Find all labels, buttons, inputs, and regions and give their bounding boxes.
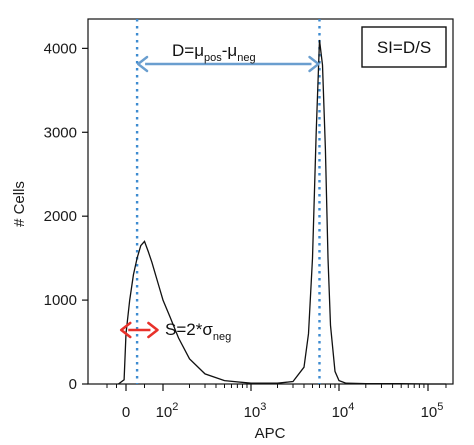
plot-frame: [87, 18, 454, 385]
x-tick-label: 104: [332, 401, 355, 421]
y-tick-label: 1000: [44, 292, 77, 309]
si-box: [361, 26, 447, 68]
arrow-head-left: [136, 55, 149, 73]
y-tick-label: 3000: [44, 124, 77, 141]
x-tick-label: 103: [244, 401, 267, 421]
arrow-head-right: [147, 321, 159, 339]
x-tick-label: 105: [421, 401, 444, 421]
x-tick-label: 102: [156, 401, 179, 421]
y-tick-label: 2000: [44, 208, 77, 225]
y-axis-title: # Cells: [11, 181, 28, 227]
y-tick-label: 0: [69, 376, 77, 393]
s-formula: S=2*σneg: [165, 320, 231, 343]
y-tick-label: 4000: [44, 40, 77, 57]
x-axis-title: APC: [255, 425, 286, 442]
d-arrow: [136, 55, 320, 73]
s-arrow: [119, 321, 159, 339]
y-axis: 0 1000 2000 3000 4000: [44, 40, 88, 393]
d-formula: D=μpos-μneg: [172, 41, 256, 64]
arrow-head-left: [119, 321, 132, 339]
arrow-head-right: [308, 55, 320, 73]
si-box-text: SI=D/S: [377, 38, 431, 57]
histogram-line: [118, 39, 446, 385]
x-axis: 0 102 103 104 105: [106, 384, 447, 421]
x-tick-label: 0: [122, 404, 130, 421]
